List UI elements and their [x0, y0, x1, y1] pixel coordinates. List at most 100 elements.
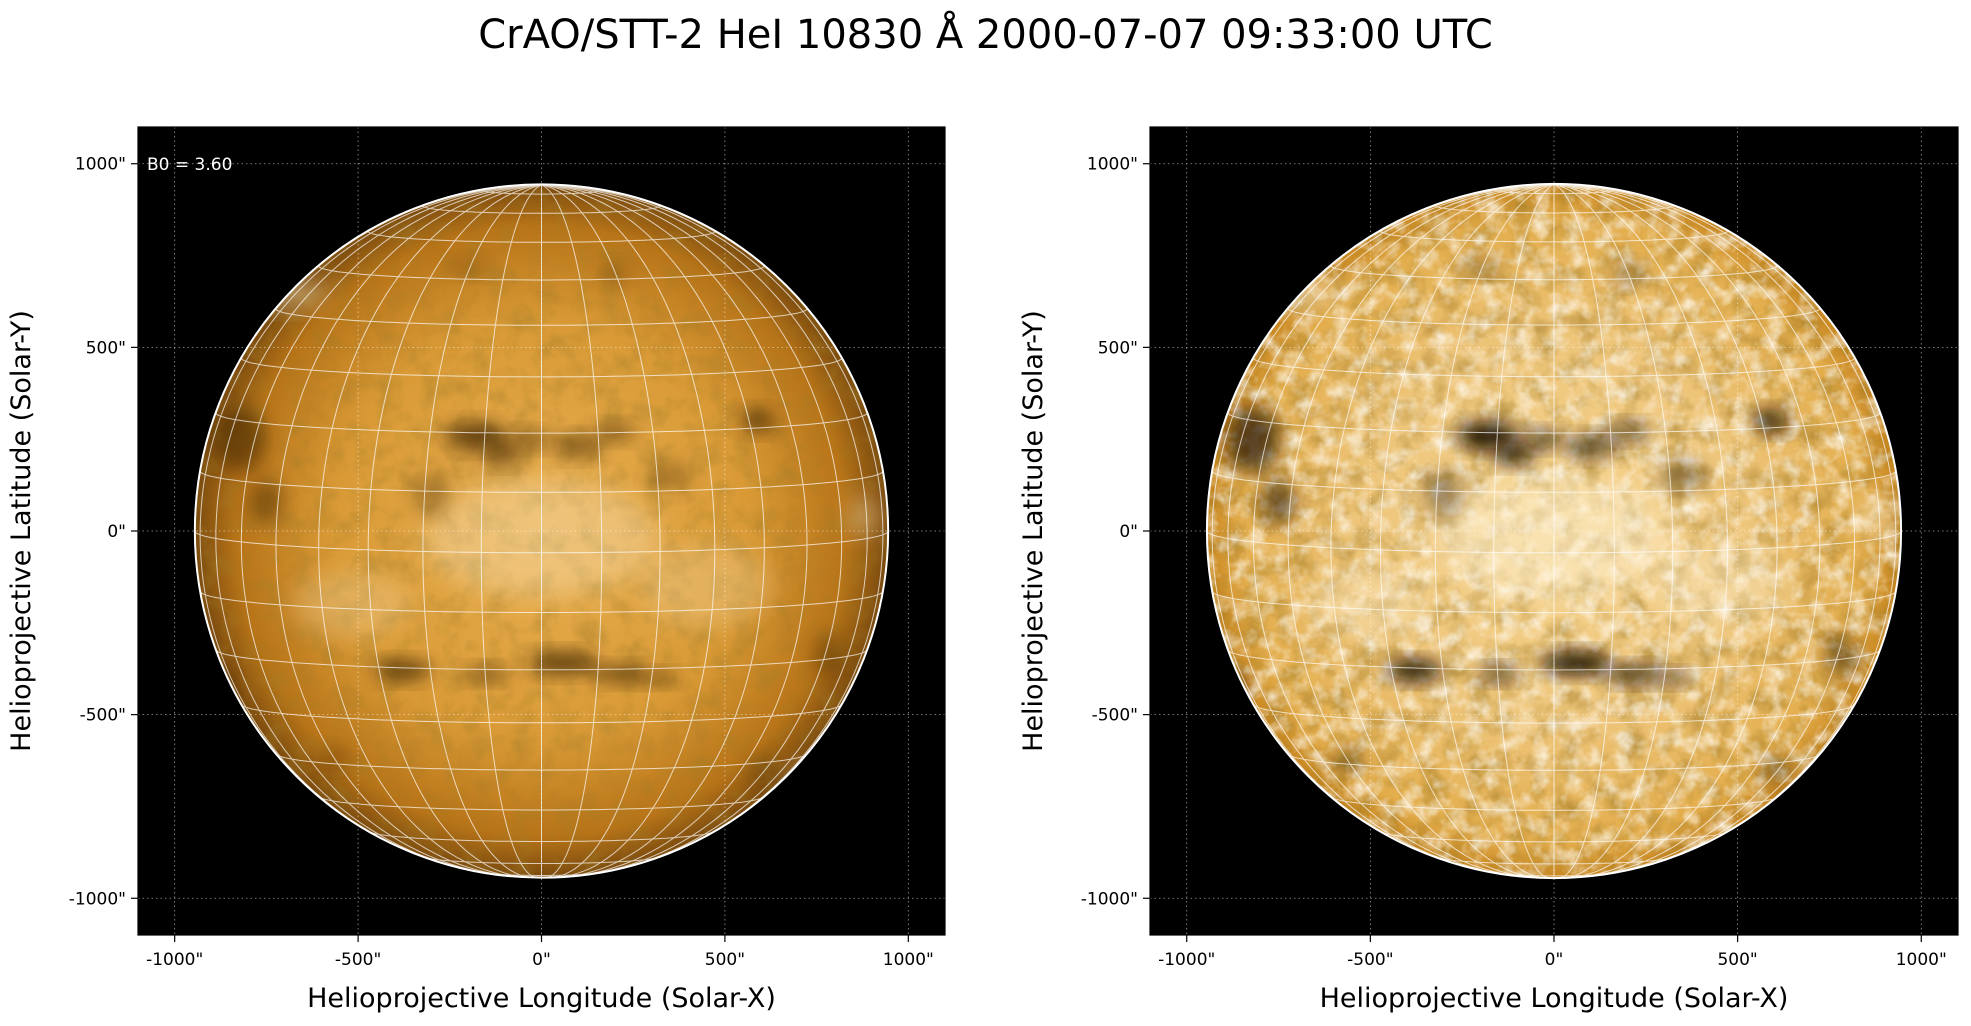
- dark-filament: [215, 406, 267, 473]
- dark-filament: [446, 257, 491, 277]
- x-tick-label: -500": [1347, 950, 1393, 970]
- x-axis-label: Helioprojective Longitude (Solar-X): [1320, 983, 1789, 1014]
- y-tick-label: -1000": [1081, 889, 1138, 909]
- bright-region: [1304, 571, 1422, 638]
- longitude-line: [541, 184, 868, 872]
- dark-filament: [510, 430, 551, 449]
- longitude-line: [318, 184, 542, 878]
- dark-filament: [1491, 442, 1536, 465]
- longitude-line: [1553, 184, 1729, 878]
- dark-filament: [1262, 479, 1296, 524]
- y-tick-label: -500": [80, 706, 126, 726]
- longitude-line: [1553, 184, 1674, 879]
- longitude-line: [541, 184, 843, 876]
- y-tick-label: 1000": [1087, 155, 1138, 175]
- x-axis-label: Helioprojective Longitude (Solar-X): [307, 983, 776, 1014]
- y-axis-label: Helioprojective Latitude (Solar-Y): [1018, 310, 1049, 752]
- dark-filament: [1605, 422, 1650, 442]
- longitude-line: [541, 184, 661, 878]
- longitude-line: [1553, 184, 1881, 872]
- bright-region: [1862, 494, 1892, 539]
- x-tick-label: 1000": [1896, 950, 1947, 970]
- dark-filament: [1458, 257, 1503, 276]
- dark-filament: [1227, 406, 1279, 473]
- y-tick-label: 1000": [75, 155, 126, 175]
- longitude-line: [1493, 184, 1555, 879]
- dark-filament: [1660, 461, 1705, 491]
- bright-region: [849, 494, 879, 539]
- dark-filament: [552, 435, 604, 458]
- longitude-line: [1553, 184, 1821, 878]
- dark-filament: [1478, 666, 1520, 683]
- y-tick-label: 500": [1098, 338, 1138, 358]
- longitude-line: [275, 184, 542, 877]
- dark-filament: [1386, 660, 1442, 681]
- longitude-line: [1227, 184, 1555, 872]
- dark-filament: [1456, 422, 1520, 449]
- solar-limb: [1205, 182, 1903, 880]
- b0-annotation: B0 = 3.60: [147, 155, 232, 175]
- longitude-line: [1252, 184, 1555, 876]
- left-panel: -1000" 1000" -500" 500" 0" 0" 500" -500" 1000" -1…: [6, 126, 946, 1014]
- dark-filament: [249, 479, 283, 524]
- y-tick-label: 0": [107, 522, 126, 542]
- dark-filament: [1333, 747, 1364, 770]
- dark-filament: [1660, 670, 1690, 686]
- y-tick-label: -1000": [69, 889, 126, 909]
- dark-filament: [592, 664, 652, 684]
- dark-filament: [1610, 262, 1644, 285]
- dark-filament: [1425, 472, 1463, 517]
- x-tick-label: 0": [1545, 950, 1564, 970]
- dark-filament: [413, 472, 450, 517]
- dark-filament: [1605, 665, 1665, 684]
- x-tick-label: -500": [335, 950, 381, 970]
- x-tick-label: 500": [1717, 950, 1757, 970]
- dark-filament: [374, 660, 430, 681]
- dark-filament: [466, 665, 507, 683]
- dark-filament: [647, 670, 678, 686]
- y-axis-label: Helioprojective Latitude (Solar-Y): [6, 310, 37, 752]
- solar-limb: [193, 183, 890, 879]
- longitude-line: [1434, 184, 1555, 879]
- dark-filament: [444, 422, 507, 449]
- x-tick-label: 500": [705, 950, 745, 970]
- dark-filament: [647, 461, 692, 491]
- longitude-line: [541, 184, 603, 879]
- dark-filament: [1541, 652, 1611, 675]
- figure-title: CrAO/STT-2 HeI 10830 Å 2000-07-07 09:33:…: [478, 12, 1493, 58]
- dark-filament: [812, 633, 843, 678]
- bright-region: [292, 571, 410, 638]
- longitude-line: [1553, 184, 1856, 876]
- dark-filament: [1825, 633, 1856, 678]
- longitude-line: [480, 184, 542, 879]
- x-tick-label: 0": [532, 950, 551, 970]
- longitude-line: [541, 184, 765, 878]
- longitude-line: [240, 184, 542, 876]
- dark-filament: [479, 442, 524, 465]
- dark-filament: [1522, 430, 1564, 449]
- longitude-line: [1379, 184, 1555, 878]
- dark-filament: [1754, 409, 1788, 432]
- x-tick-label: -1000": [1158, 950, 1215, 970]
- dark-filament: [321, 747, 351, 770]
- longitude-line: [199, 184, 542, 858]
- y-tick-label: 500": [86, 338, 126, 358]
- longitude-line: [422, 184, 542, 878]
- longitude-line: [541, 184, 884, 858]
- longitude-line: [541, 184, 716, 878]
- dark-filament: [741, 409, 775, 432]
- longitude-line: [367, 184, 542, 878]
- bright-region: [640, 545, 773, 627]
- longitude-line: [541, 184, 808, 877]
- dark-filament: [1759, 755, 1790, 785]
- bright-region: [1653, 545, 1786, 627]
- longitude-line: [1553, 184, 1615, 879]
- longitude-line: [1330, 184, 1555, 878]
- longitude-line: [1553, 184, 1778, 878]
- dark-filament: [528, 652, 599, 675]
- y-tick-label: -500": [1092, 706, 1138, 726]
- longitude-line: [215, 184, 542, 872]
- dark-filament: [746, 754, 777, 785]
- longitude-line: [1553, 184, 1897, 859]
